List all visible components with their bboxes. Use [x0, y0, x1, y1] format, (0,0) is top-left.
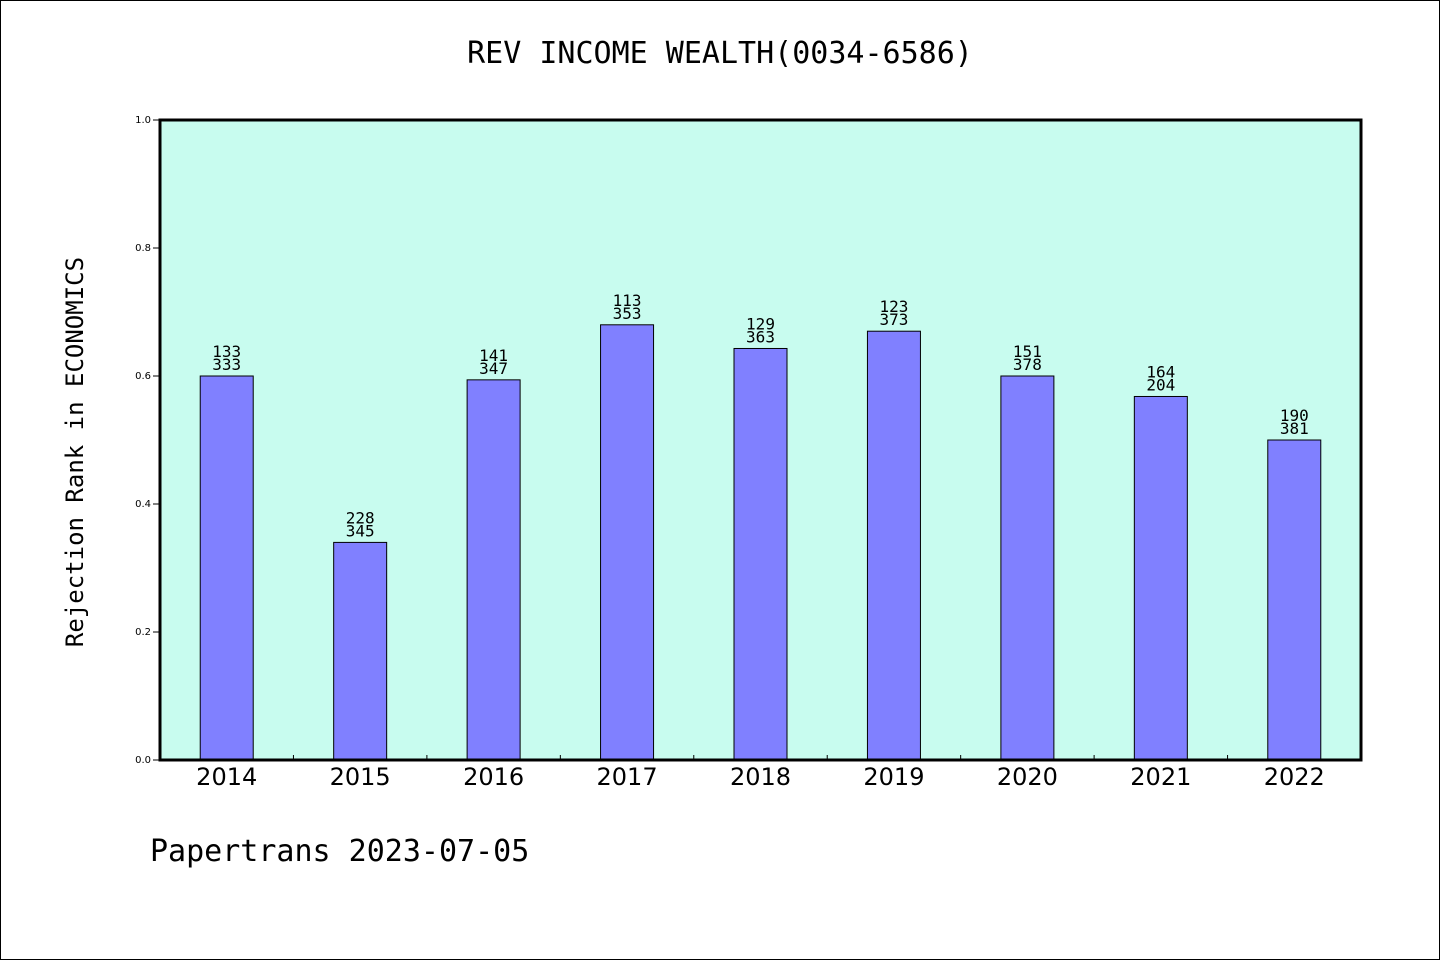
bar-label-bottom: 204 — [1146, 375, 1175, 394]
y-tick-label: 0.0 — [135, 755, 151, 766]
bar-label-top: 228 — [346, 508, 375, 527]
chart-title: REV INCOME WEALTH(0034-6586) — [467, 36, 973, 71]
bar-label-top: 190 — [1280, 406, 1309, 425]
y-tick-label: 1.0 — [135, 115, 151, 126]
bar-label-top: 113 — [613, 291, 642, 310]
bar-2017 — [600, 324, 655, 761]
x-tick-label: 2018 — [730, 763, 791, 791]
x-tick-label: 2017 — [597, 763, 658, 791]
bar-2020 — [1000, 375, 1055, 761]
x-tick-label: 2016 — [463, 763, 524, 791]
bar-2018 — [733, 347, 788, 761]
bar-label-top: 123 — [879, 297, 908, 316]
bar-label-top: 141 — [479, 346, 508, 365]
x-tick-label: 2020 — [997, 763, 1058, 791]
bar-label-top: 164 — [1146, 362, 1175, 381]
bar-label-bottom: 347 — [479, 359, 508, 378]
bar-label-top: 151 — [1013, 342, 1042, 361]
bar-label-bottom: 333 — [212, 355, 241, 374]
bar-2014 — [199, 375, 254, 761]
bar-label-top: 133 — [212, 342, 241, 361]
plot-border — [158, 118, 1363, 762]
y-tick-label: 0.8 — [135, 243, 151, 254]
x-tick-label: 2019 — [863, 763, 924, 791]
bar-2021 — [1133, 395, 1188, 761]
y-tick-label: 0.2 — [135, 627, 151, 638]
bar-2016 — [466, 379, 521, 761]
x-tick-label: 2022 — [1264, 763, 1325, 791]
y-tick-label: 0.4 — [135, 499, 151, 510]
bar-label-bottom: 353 — [613, 304, 642, 323]
bar-label-bottom: 345 — [346, 521, 375, 540]
x-tick-label: 2021 — [1130, 763, 1191, 791]
x-tick-label: 2014 — [196, 763, 257, 791]
y-tick-label: 0.6 — [135, 371, 151, 382]
bar-label-bottom: 373 — [879, 310, 908, 329]
bar-label-bottom: 363 — [746, 327, 775, 346]
bar-2019 — [866, 330, 921, 761]
footer-text: Papertrans 2023-07-05 — [150, 834, 530, 869]
bar-2015 — [333, 541, 388, 761]
y-axis-ticks: 0.0 0.2 0.4 0.6 0.8 1.0 — [135, 115, 160, 766]
bars-group: 1333332283451413471133531293631233731513… — [199, 291, 1322, 761]
bar-label-top: 129 — [746, 314, 775, 333]
bar-2022 — [1267, 439, 1322, 761]
x-tick-label: 2015 — [330, 763, 391, 791]
bar-label-bottom: 378 — [1013, 355, 1042, 374]
x-axis-ticks: 2014 2015 2016 2017 2018 2019 2020 2021 2022 — [196, 755, 1325, 791]
bar-label-bottom: 381 — [1280, 419, 1309, 438]
